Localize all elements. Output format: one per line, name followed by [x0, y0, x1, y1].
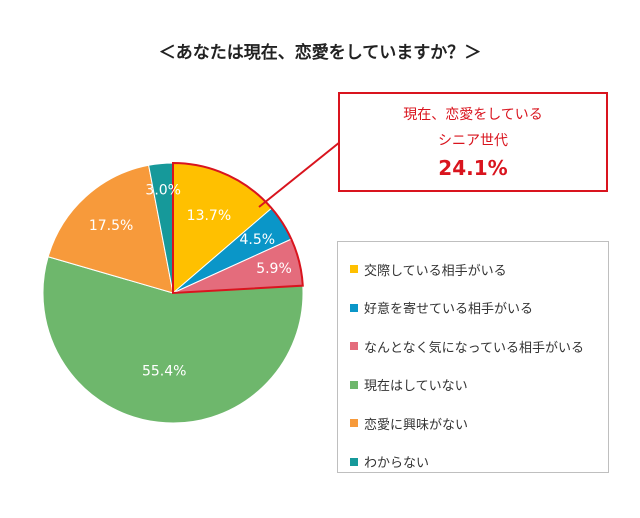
legend-label: 交際している相手がいる — [364, 263, 507, 279]
legend-item: わからない — [338, 443, 608, 482]
legend-label: 現在はしていない — [364, 379, 468, 395]
pie-value-label: 5.9% — [256, 261, 292, 277]
legend-label: なんとなく気になっている相手がいる — [364, 340, 584, 356]
pie-slice-not-now — [42, 256, 304, 424]
callout-line-1: 現在、恋愛をしている — [403, 107, 543, 123]
legend-swatch — [350, 342, 358, 351]
callout-box: 現在、恋愛をしている シニア世代 24.1% — [338, 92, 608, 192]
legend-label: 好意を寄せている相手がいる — [364, 302, 534, 318]
callout-connector — [258, 141, 341, 208]
legend-label: 恋愛に興味がない — [364, 417, 469, 433]
pie-value-label: 3.0% — [145, 183, 181, 199]
callout-line-2: シニア世代 — [438, 133, 508, 149]
legend-item: 好意を寄せている相手がいる — [338, 289, 608, 328]
pie-value-label: 4.5% — [240, 232, 276, 248]
legend-swatch — [350, 457, 358, 466]
legend-label: わからない — [364, 456, 430, 472]
legend-item: 交際している相手がいる — [338, 250, 608, 289]
pie-value-label: 17.5% — [89, 218, 133, 234]
pie-slice-no-interest — [47, 164, 174, 294]
legend-swatch — [350, 303, 358, 312]
legend-item: 恋愛に興味がない — [338, 404, 608, 443]
pie-value-label: 55.4% — [142, 364, 186, 380]
pie-value-label: 13.7% — [187, 208, 231, 224]
legend-swatch — [350, 265, 358, 274]
highlight-outline — [172, 161, 304, 295]
callout-value: 24.1% — [438, 156, 508, 180]
legend-item: 現在はしていない — [338, 366, 608, 405]
legend-swatch — [350, 419, 358, 428]
legend: 交際している相手がいる 好意を寄せている相手がいる なんとなく気になっている相手… — [337, 241, 609, 473]
legend-item: なんとなく気になっている相手がいる — [338, 327, 608, 366]
legend-swatch — [350, 380, 358, 389]
chart-title: ＜あなたは現在、恋愛をしていますか？＞ — [158, 43, 482, 63]
